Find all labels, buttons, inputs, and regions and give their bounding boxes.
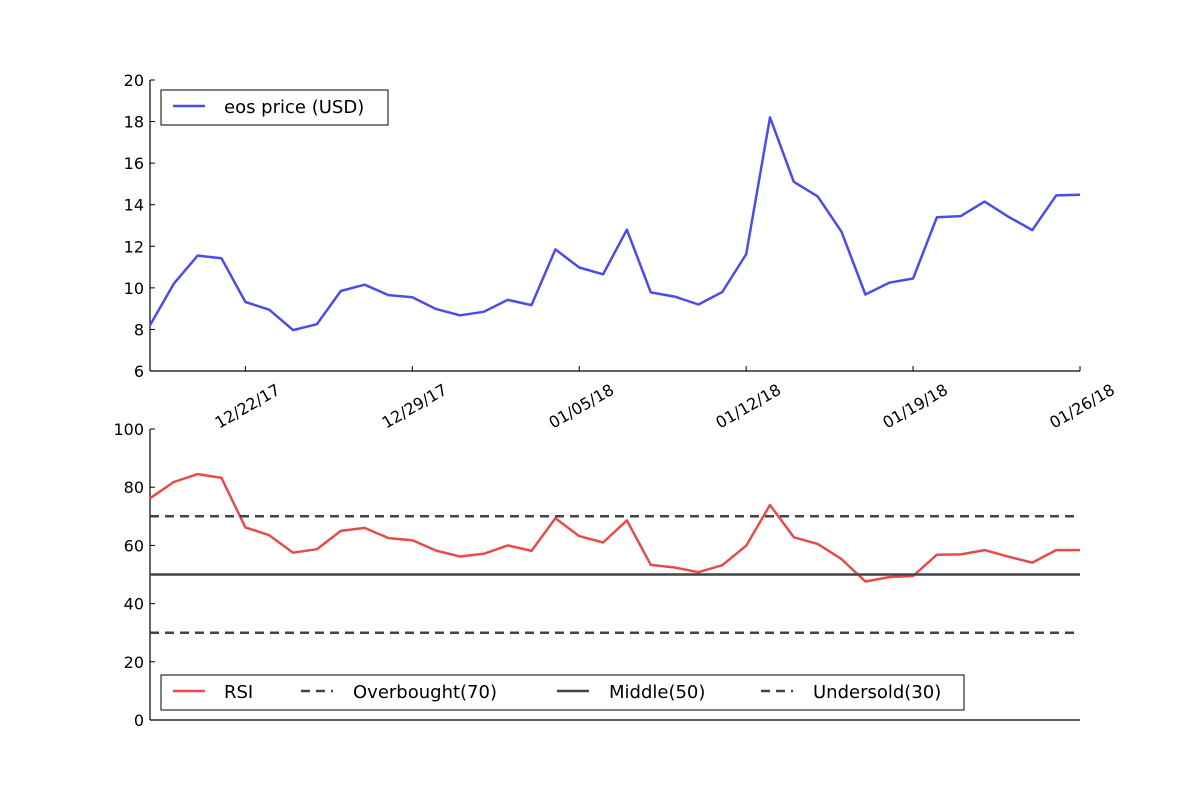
rsi-chart-panel: 0 20 40 60 80 100 RSI Overbought(70) Middle(50) U… [113,420,1080,730]
y-tick-label: 8 [134,320,144,339]
legend: RSI Overbought(70) Middle(50) Undersold(30) [160,674,965,711]
y-tick-label: 16 [124,154,144,173]
y-tick-label: 6 [134,362,144,381]
legend-label: Undersold(30) [813,682,941,703]
x-tick-label: 01/12/18 [712,380,784,432]
legend-label: eos price (USD) [224,97,364,118]
y-tick-label: 12 [124,237,144,256]
y-tick-label: 60 [124,536,144,555]
x-tick-label: 01/19/18 [879,380,951,432]
y-tick-label: 100 [113,420,144,439]
x-tick-label: 12/29/17 [379,380,451,432]
legend-frame [160,674,965,711]
x-tick-label: 01/05/18 [545,380,617,432]
y-tick-label: 10 [124,279,144,298]
y-tick-label: 14 [124,196,144,215]
y-tick-label: 18 [124,113,144,132]
x-tick-label: 01/26/18 [1046,380,1118,432]
x-tick-label: 12/22/17 [212,380,284,432]
y-tick-label: 80 [124,478,144,497]
y-tick-label: 0 [134,711,144,730]
series-line-rsi [149,472,1080,583]
legend-label: Overbought(70) [353,682,497,703]
legend: eos price (USD) [160,89,389,126]
series-line-eos-price [148,116,1081,332]
y-tick-label: 20 [124,653,144,672]
legend-label: RSI [224,682,253,703]
legend-label: Middle(50) [609,682,705,703]
legend-frame [160,89,389,126]
y-tick-label: 40 [124,595,144,614]
price-chart-panel: 6 8 10 12 14 16 18 20 12/22/17 12/29/17 01/05/18 01… [124,71,1118,432]
y-tick-label: 20 [124,71,144,90]
